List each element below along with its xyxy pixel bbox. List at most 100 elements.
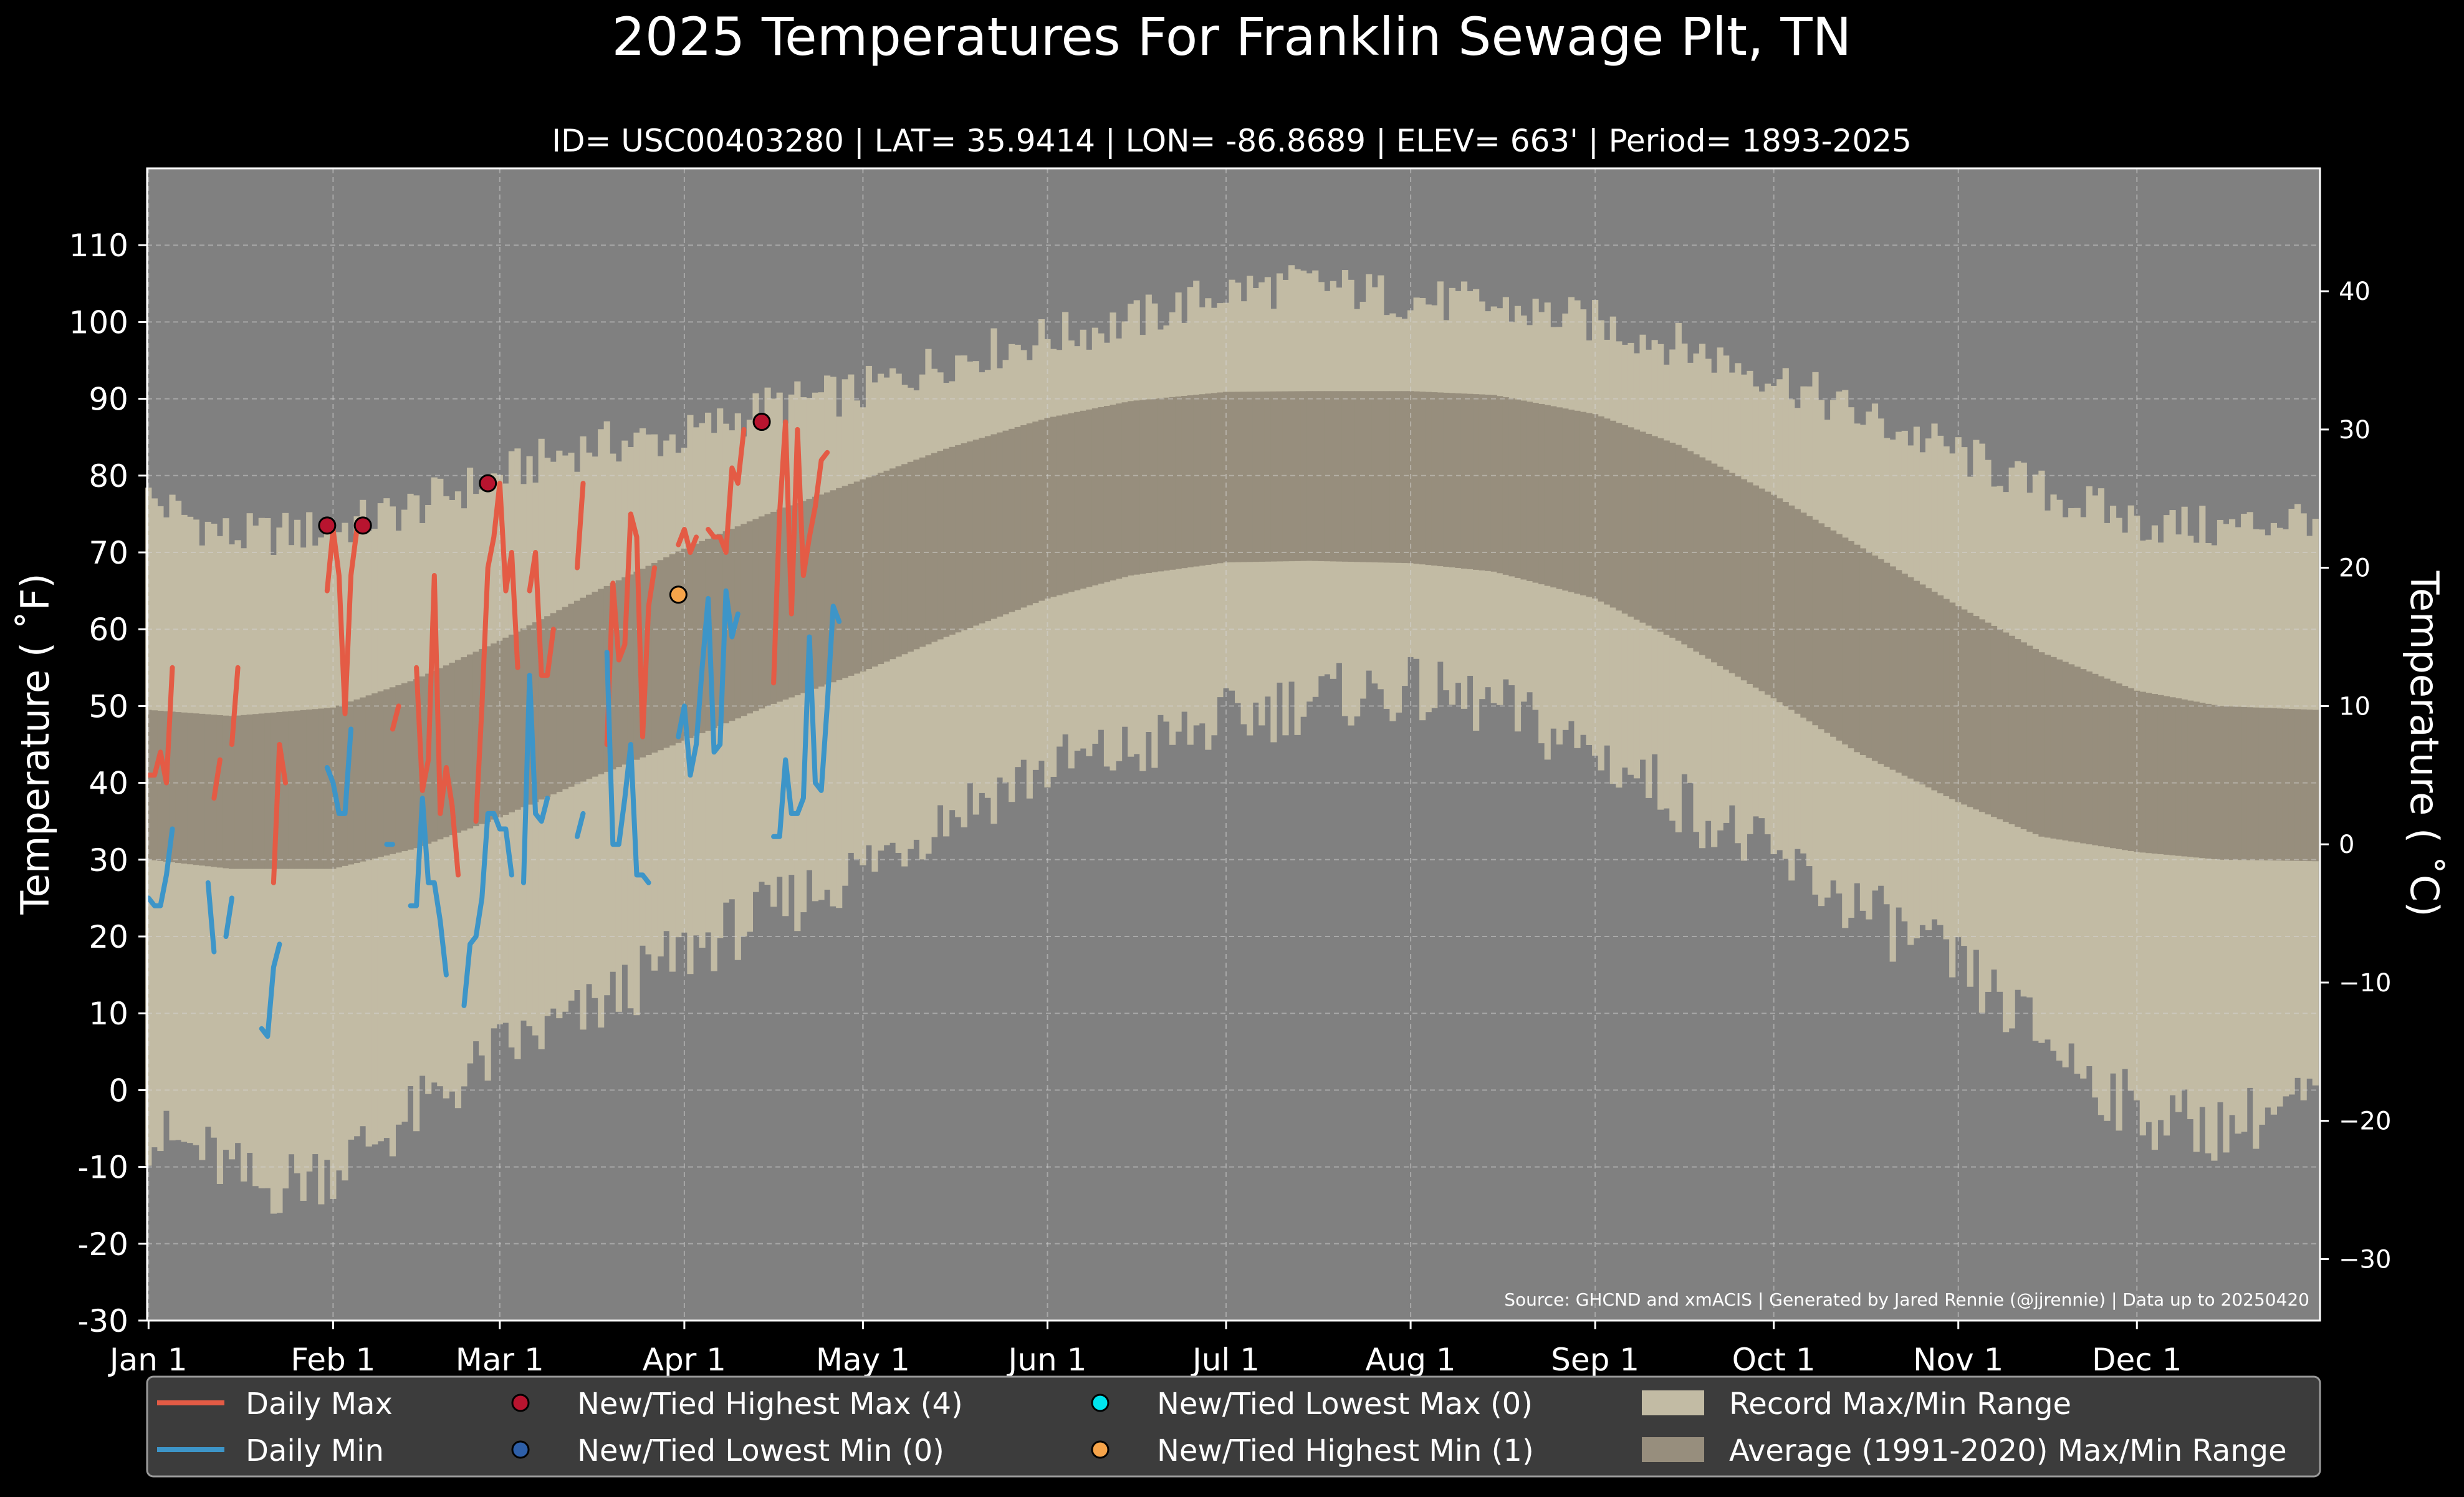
average-range-bar: [1556, 407, 1563, 589]
average-range-bar: [1884, 562, 1891, 767]
average-range-bar: [401, 683, 408, 852]
average-range-bar: [1032, 421, 1039, 604]
series-line-segment: [271, 742, 288, 885]
average-range-bar: [1747, 482, 1753, 684]
average-range-bar: [181, 712, 188, 864]
average-range-bar: [1086, 409, 1093, 587]
average-range-bar: [1943, 599, 1950, 796]
x-tick-label: Aug 1: [1365, 1342, 1455, 1378]
average-range-bar: [1604, 418, 1611, 605]
average-range-bar: [1217, 392, 1224, 564]
average-range-bar: [1830, 530, 1837, 737]
legend-patch-swatch: [1642, 1390, 1704, 1415]
series-line-segment: [229, 665, 241, 747]
average-range-bar: [1425, 392, 1432, 566]
average-range-bar: [2026, 645, 2033, 832]
average-range-bar: [776, 509, 783, 702]
average-range-bar: [1752, 485, 1760, 688]
x-tick-label: Feb 1: [290, 1342, 375, 1378]
average-range-bar: [1366, 391, 1373, 562]
average-range-bar: [2074, 667, 2081, 843]
series-line-segment: [223, 895, 234, 939]
average-range-bar: [538, 619, 545, 800]
average-range-bar: [193, 713, 199, 865]
average-range-bar: [1663, 440, 1670, 635]
average-range-bar: [877, 473, 884, 665]
average-range-bar: [633, 571, 640, 760]
average-range-bar: [1068, 413, 1075, 592]
chart-title: 2025 Temperatures For Franklin Sewage Pl…: [611, 6, 1851, 67]
series-line-segment: [414, 573, 461, 878]
series-line-segment: [521, 673, 550, 885]
legend-label: New/Tied Highest Min (1): [1157, 1433, 1534, 1468]
average-range-bar: [1901, 574, 1908, 776]
average-range-bar: [1740, 479, 1747, 681]
average-range-bar: [1931, 592, 1938, 791]
legend-label: New/Tied Lowest Min (0): [577, 1433, 944, 1468]
average-range-bar: [2038, 652, 2045, 837]
average-range-bar: [2270, 708, 2277, 861]
series-line-segment: [676, 588, 741, 778]
average-range-bar: [377, 691, 384, 857]
average-range-bar: [484, 646, 491, 822]
average-range-bar: [907, 461, 914, 652]
average-range-bar: [1145, 399, 1152, 574]
daily-min-series: [146, 588, 842, 1039]
average-range-bar: [2145, 693, 2152, 854]
average-range-bar: [699, 541, 706, 733]
y-tick-label: 80: [89, 458, 128, 494]
average-range-bar: [1502, 397, 1509, 575]
average-range-bar: [1705, 460, 1712, 659]
average-range-bar: [967, 441, 974, 628]
average-range-bar: [996, 432, 1004, 617]
chart-subtitle: ID= USC00403280 | LAT= 35.9414 | LON= -8…: [552, 123, 1912, 159]
average-range-bar: [913, 460, 920, 650]
average-range-bar: [580, 597, 587, 782]
series-line-segment: [324, 527, 360, 716]
y-axis-left: -30 -20 -10 0 10 20 30 40 50 60 70 80 90 100 110: [69, 228, 147, 1339]
y-right-tick-label: 40: [2339, 277, 2371, 306]
plot-frame: [146, 167, 2321, 1322]
average-range-bar: [2050, 657, 2057, 839]
y-axis-right: −30 −20 −10 0 10 20 30 40: [2320, 277, 2391, 1274]
average-range-bar: [449, 662, 456, 835]
series-line-segment: [604, 650, 651, 885]
average-range-bar: [1288, 391, 1295, 562]
legend-marker-swatch: [1091, 1440, 1110, 1459]
average-range-bar: [1728, 473, 1735, 673]
average-range-bar: [1175, 396, 1182, 569]
average-range-bar: [258, 713, 265, 869]
average-range-bar: [2122, 686, 2129, 850]
average-range-bar: [1711, 463, 1718, 663]
record-range-bar: [318, 537, 325, 1205]
average-range-bar: [2151, 694, 2158, 854]
average-range-bar: [1002, 430, 1009, 615]
y-tick-label: 30: [89, 842, 128, 878]
average-range-bar: [1955, 606, 1962, 802]
average-range-bar: [598, 589, 605, 774]
average-range-bar: [1318, 391, 1325, 561]
x-tick-label: Jun 1: [1007, 1342, 1087, 1378]
average-range-bar: [1336, 391, 1343, 562]
average-range-bar: [1330, 391, 1336, 562]
average-range-bar: [324, 708, 330, 869]
average-range-bar: [860, 479, 866, 671]
average-range-bar: [1693, 454, 1700, 652]
average-range-bar: [1371, 391, 1378, 562]
average-range-bar: [1723, 469, 1730, 670]
average-range-bar: [627, 574, 635, 763]
average-range-bar: [1681, 448, 1688, 645]
new-tied-highest-max-markers: [318, 413, 771, 535]
average-range-bar: [1199, 394, 1206, 566]
record-marker: [752, 413, 771, 431]
average-range-bar: [1621, 425, 1628, 614]
average-range-bar: [1633, 429, 1641, 620]
average-range-bar: [1455, 393, 1462, 568]
average-range-bar: [675, 551, 682, 743]
average-range-bar: [1824, 527, 1831, 733]
average-range-bar: [681, 548, 688, 741]
legend-label: Average (1991-2020) Max/Min Range: [1729, 1433, 2287, 1468]
average-range-bar: [990, 434, 997, 619]
average-range-bar: [306, 710, 313, 869]
average-range-bar: [1973, 616, 1980, 810]
